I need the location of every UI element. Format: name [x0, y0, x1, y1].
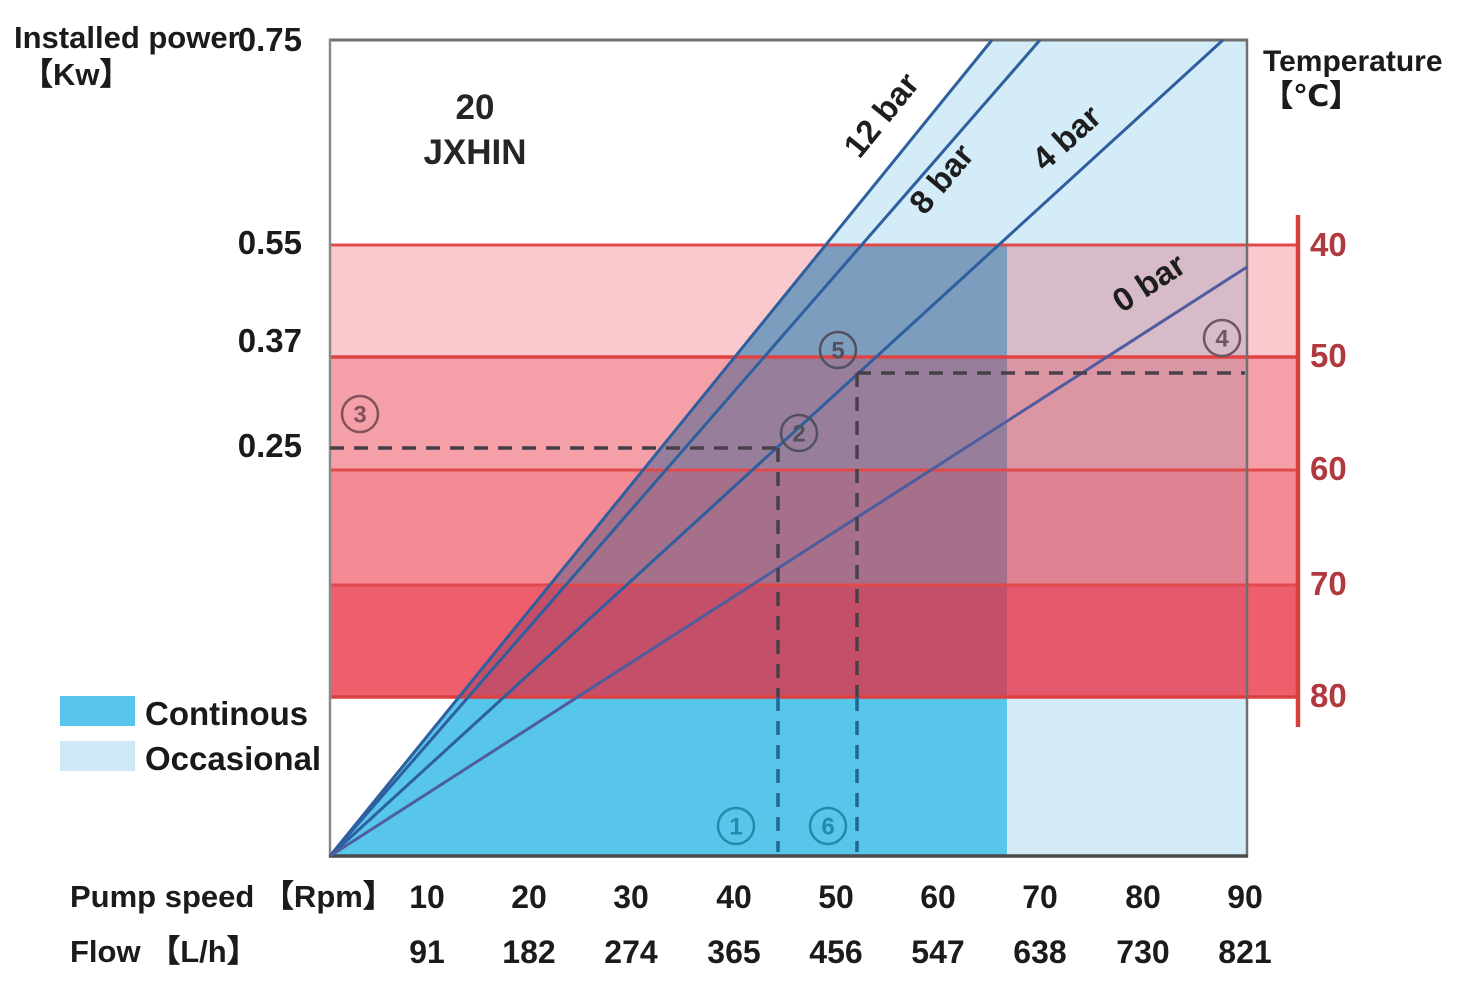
marker-circle-2: [779, 413, 819, 453]
legend-swatch-occasional: [60, 741, 135, 771]
temp-tick-60: 60: [1310, 450, 1347, 487]
marker-label-2: 2: [792, 421, 805, 448]
flow-tick-182: 182: [502, 934, 556, 970]
right-axis-title-line2: 【℃】: [1263, 80, 1360, 113]
marker-label-4: 4: [1215, 326, 1229, 353]
flow-tick-456: 456: [809, 934, 863, 970]
marker-circle-3: [340, 394, 380, 434]
temp-tick-40: 40: [1310, 226, 1347, 263]
chart-title: 20 JXHIN: [405, 85, 545, 175]
marker-label-3: 3: [353, 402, 366, 429]
speed-tick-40: 40: [716, 879, 752, 915]
curve-12bar: [328, 39, 994, 857]
power-tick-0.75: 0.75: [237, 21, 302, 58]
power-tick-0.55: 0.55: [237, 224, 302, 261]
legend-label-occasional: Occasional: [145, 740, 322, 777]
flow-tick-730: 730: [1116, 934, 1170, 970]
marker-circle-4: [1202, 318, 1242, 358]
speed-tick-80: 80: [1125, 879, 1161, 915]
flow-tick-821: 821: [1218, 934, 1272, 970]
speed-tick-90: 90: [1227, 879, 1263, 915]
temp-tick-80: 80: [1310, 677, 1347, 714]
temp-band-60-70: [330, 470, 1298, 585]
left-axis-title-line2: 【Kw】: [22, 57, 131, 92]
marker-circle-5: [818, 330, 858, 370]
marker-label-6: 6: [821, 814, 834, 841]
curve-8bar: [328, 39, 1042, 857]
power-tick-0.25: 0.25: [237, 427, 302, 464]
left-axis-title-line1: Installed power: [14, 20, 240, 55]
chart-title-series: JXHIN: [423, 133, 527, 172]
flow-tick-547: 547: [911, 934, 965, 970]
chart-title-model: 20: [455, 88, 495, 127]
speed-tick-60: 60: [920, 879, 956, 915]
speed-tick-50: 50: [818, 879, 854, 915]
marker-label-5: 5: [831, 338, 844, 365]
power-tick-0.37: 0.37: [237, 322, 302, 359]
bottom-axis-flow-label: Flow 【L/h】: [70, 934, 258, 969]
legend-swatch-continuous: [60, 696, 135, 726]
right-axis-title-line1: Temperature: [1263, 45, 1443, 78]
speed-tick-70: 70: [1022, 879, 1058, 915]
temp-band-70-80: [330, 585, 1298, 697]
marker-circle-6: [808, 806, 848, 846]
marker-circle-1: [716, 806, 756, 846]
speed-tick-30: 30: [613, 879, 649, 915]
marker-label-1: 1: [729, 814, 742, 841]
temp-tick-70: 70: [1310, 565, 1347, 602]
temp-tick-50: 50: [1310, 337, 1347, 374]
curve-0bar: [329, 265, 1248, 858]
flow-tick-91: 91: [409, 934, 445, 970]
speed-tick-20: 20: [511, 879, 547, 915]
flow-tick-638: 638: [1013, 934, 1067, 970]
speed-tick-10: 10: [409, 879, 445, 915]
flow-tick-274: 274: [604, 934, 658, 970]
bottom-axis-speed-label: Pump speed 【Rpm】: [70, 879, 394, 914]
legend-label-continuous: Continous: [145, 695, 309, 732]
flow-tick-365: 365: [707, 934, 761, 970]
